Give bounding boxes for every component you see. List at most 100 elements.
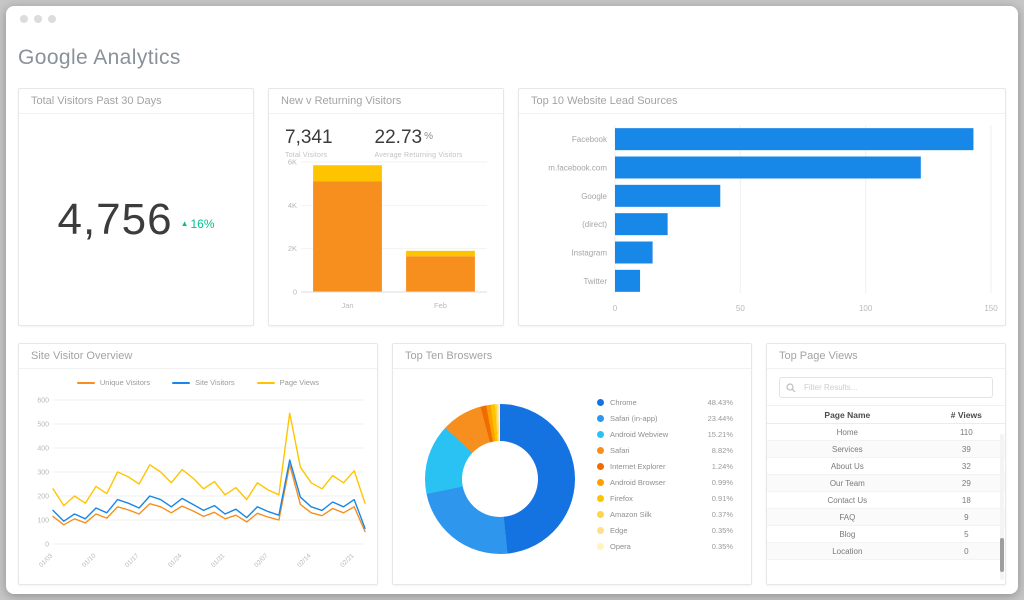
legend-item: Firefox 0.91% — [597, 490, 733, 506]
legend-dot-icon — [597, 478, 604, 486]
window-control-dot-icon — [34, 15, 42, 23]
legend-label: Internet Explorer — [610, 461, 666, 471]
card-title: Top 10 Website Lead Sources — [519, 89, 1005, 114]
stacked-bar-svg: 0 2K 4K 6K Jan Feb — [288, 158, 487, 310]
svg-text:0: 0 — [45, 542, 49, 549]
table-row: Contact Us 18 — [767, 492, 1005, 509]
legend-value: 0.35% — [711, 525, 733, 535]
table-row: Home 110 — [767, 424, 1005, 441]
column-header-views: # Views — [950, 409, 982, 420]
legend-label: Site Visitors — [195, 378, 235, 387]
legend-item: Amazon Silk 0.37% — [597, 506, 733, 522]
svg-text:02/14: 02/14 — [296, 552, 313, 569]
cell-views: 32 — [961, 461, 971, 471]
stat-total-visitors: 7,341 Total Visitors — [285, 127, 333, 159]
legend-dot-icon — [597, 542, 604, 550]
svg-text:0: 0 — [293, 288, 297, 297]
legend-label: Firefox — [610, 493, 633, 503]
svg-text:01/10: 01/10 — [81, 552, 98, 569]
legend-dot-icon — [597, 462, 604, 470]
table-header: Page Name # Views — [767, 406, 1005, 424]
up-arrow-icon: ▲ — [180, 219, 189, 228]
svg-text:50: 50 — [736, 304, 745, 313]
page-views-table-body: Home 110 Services 39 About Us 32 Our Team 29 Con… — [767, 424, 1005, 560]
legend-label: Safari — [610, 445, 630, 455]
cell-page-name: Blog — [839, 529, 856, 539]
lead-sources-chart: 0 50 100 150 Facebook m.facebook.com Google (di… — [523, 119, 1003, 324]
legend-item: Opera 0.35% — [597, 538, 733, 554]
svg-text:6K: 6K — [288, 158, 297, 167]
cell-page-name: Our Team — [829, 478, 865, 488]
svg-text:200: 200 — [37, 494, 49, 501]
window-controls — [20, 15, 56, 23]
search-icon — [786, 383, 796, 393]
total-visitors-value-wrap: 4,756 ▲ 16% — [19, 114, 253, 325]
cell-views: 29 — [961, 478, 971, 488]
cell-page-name: FAQ — [839, 512, 856, 522]
legend-dot-icon — [597, 510, 604, 518]
cell-views: 110 — [959, 427, 973, 437]
stat-label: Average Returning Visitors — [374, 152, 463, 159]
card-total-visitors: Total Visitors Past 30 Days 4,756 ▲ 16% — [18, 88, 254, 326]
svg-text:02/07: 02/07 — [253, 552, 270, 569]
line-chart-svg: 0 100 200 300 400 500 600 01/03 01/10 01/17 01/24 0… — [37, 398, 366, 569]
cell-views: 9 — [964, 512, 969, 522]
page-title: Google Analytics — [18, 46, 181, 69]
legend-value: 15.21% — [707, 429, 733, 439]
legend-value: 1.24% — [711, 461, 733, 471]
legend-item: Safari 8.82% — [597, 442, 733, 458]
cell-views: 0 — [964, 546, 969, 556]
delta-value: 16% — [190, 216, 215, 231]
table-row: Location 0 — [767, 543, 1005, 560]
stat-value: 7,341 — [285, 127, 333, 148]
card-top-page-views: Top Page Views Page Name # Views Home 110… — [766, 343, 1006, 585]
scrollbar-thumb[interactable] — [1000, 538, 1004, 572]
browser-legend: Chrome 48.43% Safari (in-app) 23.44% Android… — [597, 394, 733, 554]
legend-value: 8.82% — [711, 445, 733, 455]
site-visitor-chart: 0 100 200 300 400 500 600 01/03 01/10 01/17 01/24 0… — [23, 394, 371, 585]
stat-unit: % — [424, 131, 433, 142]
legend-value: 23.44% — [707, 413, 733, 423]
legend-label: Android Browser — [610, 477, 666, 487]
legend-dot-icon — [597, 398, 604, 406]
table-row: FAQ 9 — [767, 509, 1005, 526]
card-title: Top Page Views — [767, 344, 1005, 369]
card-lead-sources: Top 10 Website Lead Sources 0 50 100 150 Fac… — [518, 88, 1006, 326]
svg-text:01/31: 01/31 — [210, 552, 227, 569]
stat-label: Total Visitors — [285, 152, 328, 159]
legend-value: 48.43% — [707, 397, 733, 407]
cell-views: 18 — [961, 495, 971, 505]
legend-dot-icon — [597, 494, 604, 502]
legend-item: Unique Visitors — [76, 378, 150, 387]
svg-text:500: 500 — [37, 422, 49, 429]
legend-item: Site Visitors — [172, 378, 235, 387]
filter-results-input[interactable] — [779, 377, 993, 398]
table-row: Services 39 — [767, 441, 1005, 458]
svg-text:02/21: 02/21 — [339, 552, 356, 569]
legend-label: Android Webview — [610, 429, 669, 439]
svg-text:4K: 4K — [288, 201, 297, 210]
svg-text:Jan: Jan — [341, 301, 353, 310]
svg-text:600: 600 — [37, 398, 49, 405]
cell-page-name: About Us — [830, 461, 864, 471]
svg-text:m.facebook.com: m.facebook.com — [548, 164, 607, 173]
card-new-v-returning: New v Returning Visitors 7,341 Total Vis… — [268, 88, 504, 326]
svg-text:100: 100 — [37, 518, 49, 525]
cell-views: 5 — [964, 529, 969, 539]
svg-text:150: 150 — [984, 304, 998, 313]
stats-row: 7,341 Total Visitors 22.73% Average Retu… — [269, 114, 503, 159]
cell-page-name: Services — [831, 444, 863, 454]
legend-dot-icon — [597, 430, 604, 438]
table-row: Blog 5 — [767, 526, 1005, 543]
svg-text:Twitter: Twitter — [583, 277, 607, 286]
svg-text:Feb: Feb — [434, 301, 447, 310]
stat-avg-returning: 22.73% Average Returning Visitors — [375, 127, 463, 159]
legend-label: Amazon Silk — [610, 509, 652, 519]
card-top-browsers: Top Ten Broswers Chrome 48.43% Safari (in-… — [392, 343, 752, 585]
column-header-page-name: Page Name — [824, 409, 871, 420]
svg-text:100: 100 — [859, 304, 873, 313]
window-control-dot-icon — [20, 15, 28, 23]
new-v-returning-chart: 0 2K 4K 6K Jan Feb — [277, 156, 495, 321]
legend-label: Chrome — [610, 397, 637, 407]
svg-text:2K: 2K — [288, 244, 297, 253]
